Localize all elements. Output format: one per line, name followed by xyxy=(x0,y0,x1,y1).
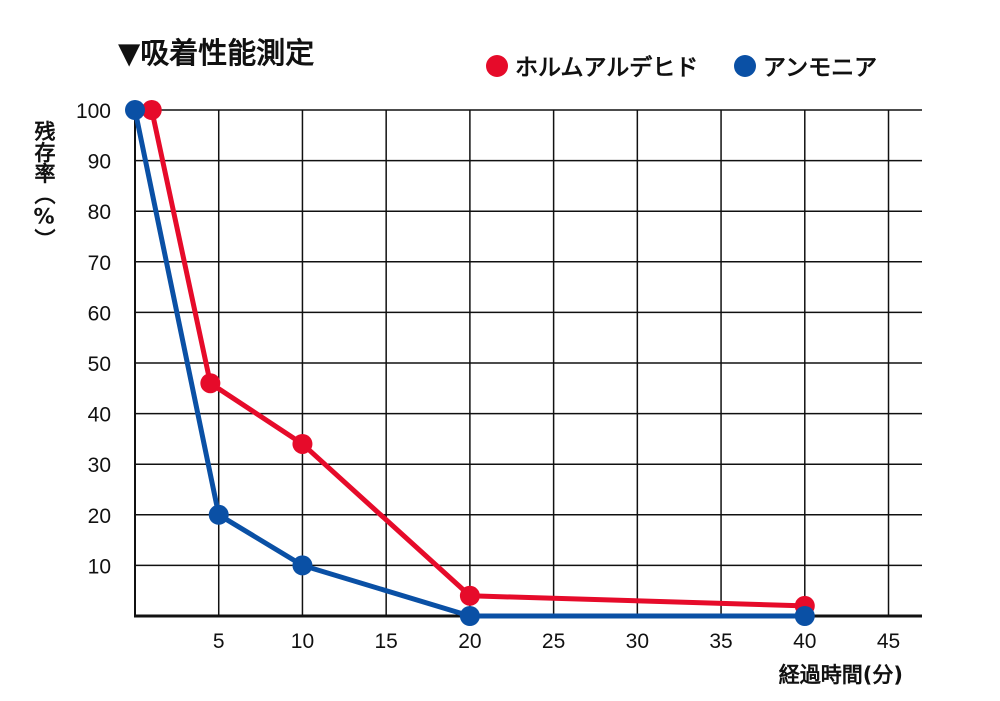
y-tick-label: 100 xyxy=(76,100,111,123)
x-tick-label: 25 xyxy=(542,630,565,653)
x-tick-label: 10 xyxy=(291,630,314,653)
x-tick-label: 20 xyxy=(458,630,481,653)
series-0 xyxy=(141,100,815,616)
y-tick-label: 50 xyxy=(88,353,111,376)
data-point xyxy=(459,606,480,626)
x-tick-label: 30 xyxy=(626,630,649,653)
x-tick-label: 40 xyxy=(793,630,816,653)
y-tick-label: 10 xyxy=(88,555,111,578)
data-point xyxy=(200,373,221,394)
data-point xyxy=(141,100,162,120)
x-tick-label: 15 xyxy=(374,630,397,653)
chart-title: ▼吸着性能測定 xyxy=(118,36,314,70)
y-tick-label: 20 xyxy=(88,505,111,528)
data-point xyxy=(292,433,313,454)
grid xyxy=(135,109,922,616)
legend-marker xyxy=(734,55,756,77)
y-axis-label: 残存率（%） xyxy=(32,121,56,250)
series-1 xyxy=(125,100,815,626)
data-point xyxy=(794,606,815,626)
y-tick-label: 40 xyxy=(88,404,111,427)
legend-label: ホルムアルデヒド xyxy=(515,54,698,81)
legend: ホルムアルデヒド アンモニア xyxy=(486,54,877,81)
y-tick-label: 90 xyxy=(88,151,111,174)
y-tick-label: 80 xyxy=(88,201,111,224)
data-point xyxy=(292,555,313,576)
x-tick-label: 35 xyxy=(709,630,732,653)
y-tick-label: 60 xyxy=(88,302,111,325)
data-point xyxy=(125,100,145,120)
x-axis-label: 経過時間(分) xyxy=(779,663,903,687)
tick-labels: 10 20 30 40 50 60 70 80 90 100 5 10 15 20 25 30 35 40 45 xyxy=(76,100,900,653)
data-point xyxy=(208,504,229,525)
y-tick-label: 30 xyxy=(88,454,111,477)
legend-marker xyxy=(486,55,508,77)
x-tick-label: 5 xyxy=(213,630,225,653)
x-tick-label: 45 xyxy=(877,630,900,653)
series-layer xyxy=(125,100,815,626)
y-tick-label: 70 xyxy=(88,252,111,275)
data-point xyxy=(459,585,480,606)
legend-label: アンモニア xyxy=(763,55,877,81)
